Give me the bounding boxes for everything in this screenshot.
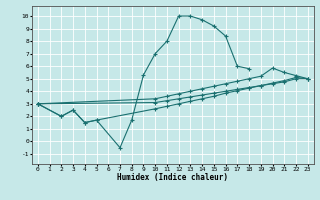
X-axis label: Humidex (Indice chaleur): Humidex (Indice chaleur) — [117, 173, 228, 182]
